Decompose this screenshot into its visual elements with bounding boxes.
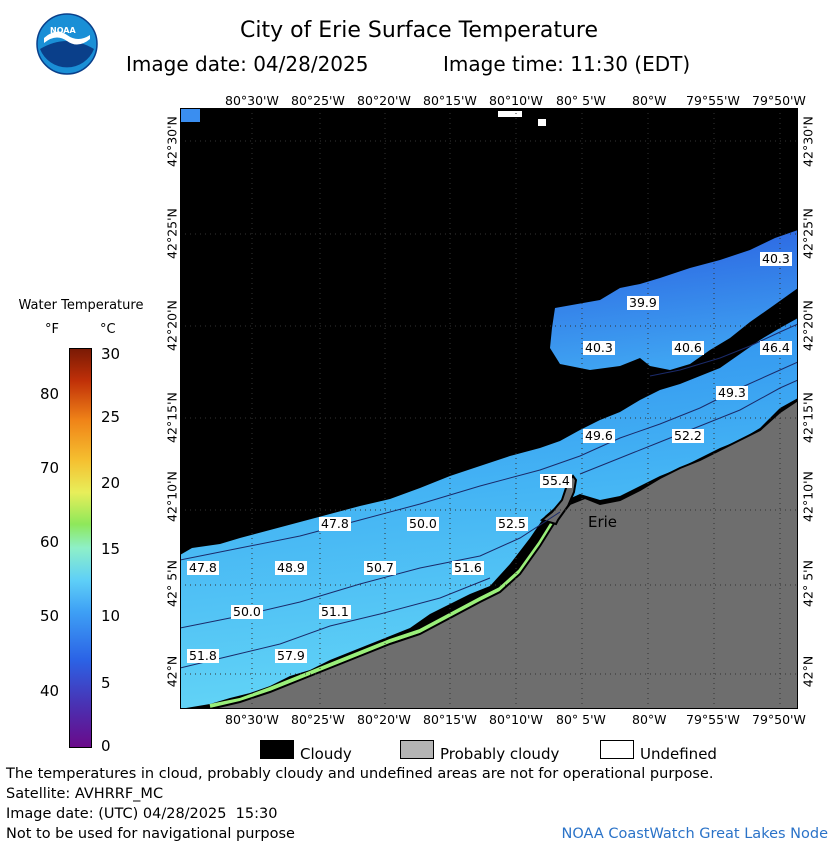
undefined-swatch (600, 740, 634, 759)
legend-c-tick: 5 (101, 674, 111, 692)
lat-tick-left: 42°15'N (164, 392, 180, 443)
lat-tick-right: 42°30'N (800, 116, 816, 167)
temp-label: 48.9 (275, 560, 307, 575)
temp-label: 39.9 (627, 295, 659, 310)
lon-tick-top: 80° 5'W (556, 93, 606, 108)
land-area (210, 400, 798, 709)
lon-tick-bottom: 80°10'W (489, 712, 543, 727)
lon-tick-bottom: 80°25'W (291, 712, 345, 727)
lon-tick-top: 79°55'W (686, 93, 740, 108)
lon-tick-bottom: 79°55'W (686, 712, 740, 727)
lon-tick-bottom: 80°15'W (423, 712, 477, 727)
temp-label: 47.8 (187, 560, 219, 575)
temp-label: 46.4 (760, 340, 792, 355)
legend-title: Water Temperature (18, 298, 144, 313)
temp-label: 50.7 (364, 560, 396, 575)
temp-label: 51.6 (452, 560, 484, 575)
temp-label: 55.4 (540, 473, 572, 488)
legend-c-tick: 20 (101, 474, 121, 492)
lon-tick-bottom: 80°W (632, 712, 667, 727)
lat-tick-left: 42°30'N (164, 116, 180, 167)
undefined-patch-2 (538, 119, 546, 126)
legend-c-tick: 25 (101, 408, 121, 426)
cloudy-label: Cloudy (300, 745, 352, 763)
temperature-map (180, 108, 798, 709)
temp-label: 50.0 (407, 516, 439, 531)
temp-label: 49.6 (583, 428, 615, 443)
legend-f-tick: 50 (40, 607, 60, 625)
lat-tick-right: 42°15'N (800, 392, 816, 443)
temp-label: 57.9 (275, 648, 307, 663)
coastline-warm-band (209, 500, 572, 708)
temp-label: 40.3 (583, 340, 615, 355)
coastwatch-node-label: NOAA CoastWatch Great Lakes Node (561, 826, 828, 842)
lat-tick-left: 42° 5'N (164, 560, 180, 607)
image-time: Image time: 11:30 (EDT) (443, 52, 691, 76)
lon-tick-top: 80°15'W (423, 93, 477, 108)
graticule (180, 108, 798, 709)
lat-tick-left: 42°10'N (164, 471, 180, 522)
lat-tick-right: 42°20'N (800, 300, 816, 351)
legend-c-tick: 15 (101, 540, 121, 558)
noaa-logo-text: NOAA (50, 26, 76, 35)
undefined-label: Undefined (640, 745, 717, 763)
lon-tick-bottom: 79°50'W (752, 712, 806, 727)
lon-tick-bottom: 80° 5'W (556, 712, 606, 727)
lat-tick-right: 42°N (800, 655, 816, 688)
temp-label: 51.8 (187, 648, 219, 663)
temperature-colorbar (69, 348, 92, 748)
lon-tick-bottom: 80°30'W (225, 712, 279, 727)
legend-f-tick: 40 (40, 682, 60, 700)
legend-unit-c: °C (100, 322, 116, 337)
probably-cloudy-label: Probably cloudy (440, 745, 560, 763)
lat-tick-right: 42°10'N (800, 471, 816, 522)
temp-label: 50.0 (231, 604, 263, 619)
legend-f-tick: 70 (40, 459, 60, 477)
legend-c-tick: 0 (101, 737, 111, 755)
city-label-erie: Erie (588, 513, 618, 531)
legend-c-tick: 10 (101, 607, 121, 625)
legend-unit-f: °F (45, 322, 59, 337)
probably-cloudy-swatch (400, 740, 434, 759)
lon-tick-top: 80°30'W (225, 93, 279, 108)
undefined-patch (498, 111, 522, 117)
navigation-warning: Not to be used for navigational purpose (6, 826, 295, 842)
satellite-text: Satellite: AVHRRF_MC (6, 786, 164, 802)
temp-label: 52.2 (672, 428, 704, 443)
temp-label: 49.3 (716, 385, 748, 400)
temp-label: 40.3 (760, 251, 792, 266)
lon-tick-top: 80°20'W (357, 93, 411, 108)
utc-date-text: Image date: (UTC) 04/28/2025 15:30 (6, 806, 278, 822)
disclaimer-text: The temperatures in cloud, probably clou… (6, 766, 714, 782)
noaa-logo (36, 13, 98, 75)
temp-label: 47.8 (319, 516, 351, 531)
legend-c-tick: 30 (101, 345, 121, 363)
lat-tick-right: 42°25'N (800, 208, 816, 259)
image-date: Image date: 04/28/2025 (126, 52, 369, 76)
page-title: City of Erie Surface Temperature (239, 18, 599, 43)
lon-tick-top: 80°10'W (489, 93, 543, 108)
lon-tick-bottom: 80°20'W (357, 712, 411, 727)
legend-f-tick: 80 (40, 385, 60, 403)
lat-tick-right: 42° 5'N (800, 560, 816, 607)
lon-tick-top: 79°50'W (752, 93, 806, 108)
lat-tick-left: 42°20'N (164, 300, 180, 351)
temp-label: 40.6 (672, 340, 704, 355)
water-patch-nw (180, 108, 200, 122)
lat-tick-left: 42°N (164, 655, 180, 688)
lon-tick-top: 80°25'W (291, 93, 345, 108)
lon-tick-top: 80°W (632, 93, 667, 108)
lake-water-cold-band (550, 230, 798, 370)
legend-f-tick: 60 (40, 533, 60, 551)
temp-label: 52.5 (496, 516, 528, 531)
cloudy-swatch (260, 740, 294, 759)
lat-tick-left: 42°25'N (164, 208, 180, 259)
temp-label: 51.1 (319, 604, 351, 619)
